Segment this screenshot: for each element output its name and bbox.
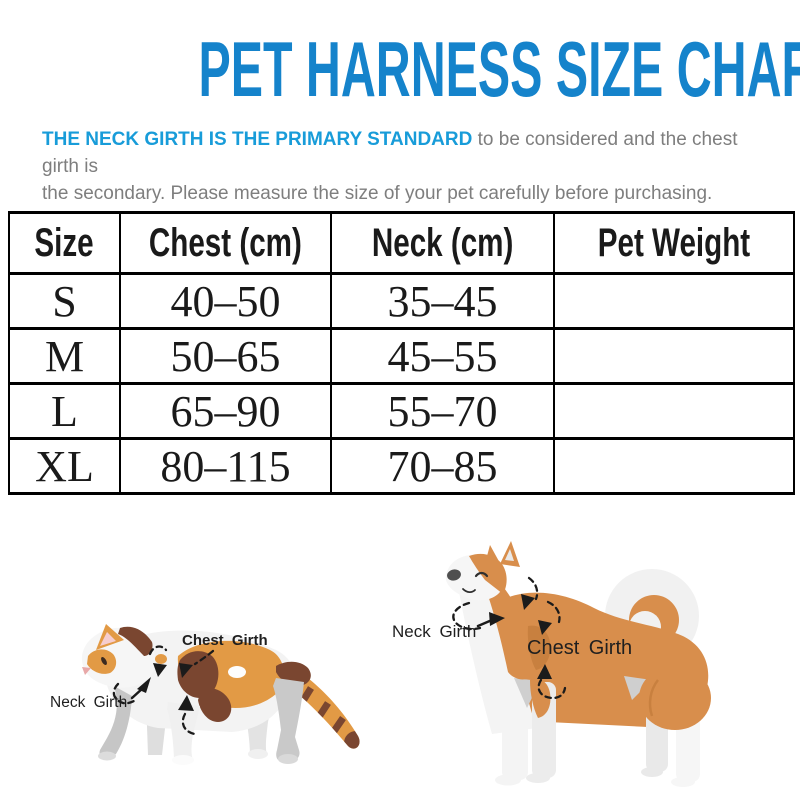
table-row-l: L 65–90 55–70 — [8, 382, 795, 440]
subtitle-emphasis: THE NECK GIRTH IS THE PRIMARY STANDARD — [42, 129, 473, 150]
dog-chest-orange — [530, 678, 551, 718]
cell-neck: 70–85 — [330, 437, 555, 495]
dog-measure-arrows — [452, 576, 567, 700]
dog-rear-legs — [639, 666, 711, 787]
col-header-neck: Neck (cm) — [330, 211, 555, 275]
cell-chest: 80–115 — [119, 437, 332, 495]
size-table: Size Chest (cm) Neck (cm) Pet Weight S 4… — [8, 211, 795, 495]
page-title-text: PET HARNESS SIZE CHART — [198, 25, 800, 113]
dog-nose — [447, 569, 461, 581]
cell-weight — [553, 437, 795, 495]
cell-weight — [553, 327, 795, 385]
akita-dog-icon — [445, 541, 711, 787]
table-row-s: S 40–50 35–45 — [8, 272, 795, 330]
table-row-xl: XL 80–115 70–85 — [8, 437, 795, 495]
col-header-weight: Pet Weight — [553, 211, 795, 275]
cat-head — [81, 624, 156, 688]
cell-neck: 35–45 — [330, 272, 555, 330]
cell-size: L — [8, 382, 121, 440]
dog-head — [445, 541, 520, 601]
col-header-chest: Chest (cm) — [119, 211, 332, 275]
dog-neck-girth-label: Neck Girth — [392, 622, 477, 641]
cell-weight — [553, 382, 795, 440]
col-header-weight-text: Pet Weight — [597, 220, 751, 265]
dog-ear-front — [483, 545, 501, 571]
cell-chest: 50–65 — [119, 327, 332, 385]
cell-chest: 40–50 — [119, 272, 332, 330]
col-header-size-text: Size — [34, 220, 95, 265]
dog-mouth — [462, 588, 476, 594]
cat-measurement-figure: Chest Girth Neck Girth — [30, 590, 380, 790]
table-header-row: Size Chest (cm) Neck (cm) Pet Weight — [8, 211, 795, 275]
cat-near-legs — [98, 678, 304, 765]
cell-weight — [553, 272, 795, 330]
col-header-neck-text: Neck (cm) — [371, 220, 514, 265]
table-row-m: M 50–65 45–55 — [8, 327, 795, 385]
cat-eye — [101, 656, 107, 666]
dog-measurement-figure: Neck Girth Chest Girth — [380, 530, 800, 800]
dog-eye — [474, 571, 489, 578]
dog-chest-girth-label: Chest Girth — [527, 637, 633, 659]
cat-chest-girth-label: Chest Girth — [182, 632, 268, 649]
page-title: PET HARNESS SIZE CHART — [0, 30, 800, 108]
cell-size: S — [8, 272, 121, 330]
cell-size: M — [8, 327, 121, 385]
subtitle: THE NECK GIRTH IS THE PRIMARY STANDARD t… — [42, 126, 772, 207]
calico-cat-icon — [81, 624, 360, 765]
col-header-chest-text: Chest (cm) — [149, 220, 302, 265]
subtitle-line2: the secondary. Please measure the size o… — [42, 183, 713, 204]
cell-neck: 55–70 — [330, 382, 555, 440]
cat-neck-girth-label: Neck Girth — [50, 694, 128, 711]
col-header-size: Size — [8, 211, 121, 275]
cat-nose — [82, 667, 91, 675]
cat-measure-arrows — [112, 645, 215, 736]
cell-neck: 45–55 — [330, 327, 555, 385]
cell-chest: 65–90 — [119, 382, 332, 440]
cell-size: XL — [8, 437, 121, 495]
subtitle-line1-rest: to be considered and the chest girth is — [42, 129, 738, 177]
